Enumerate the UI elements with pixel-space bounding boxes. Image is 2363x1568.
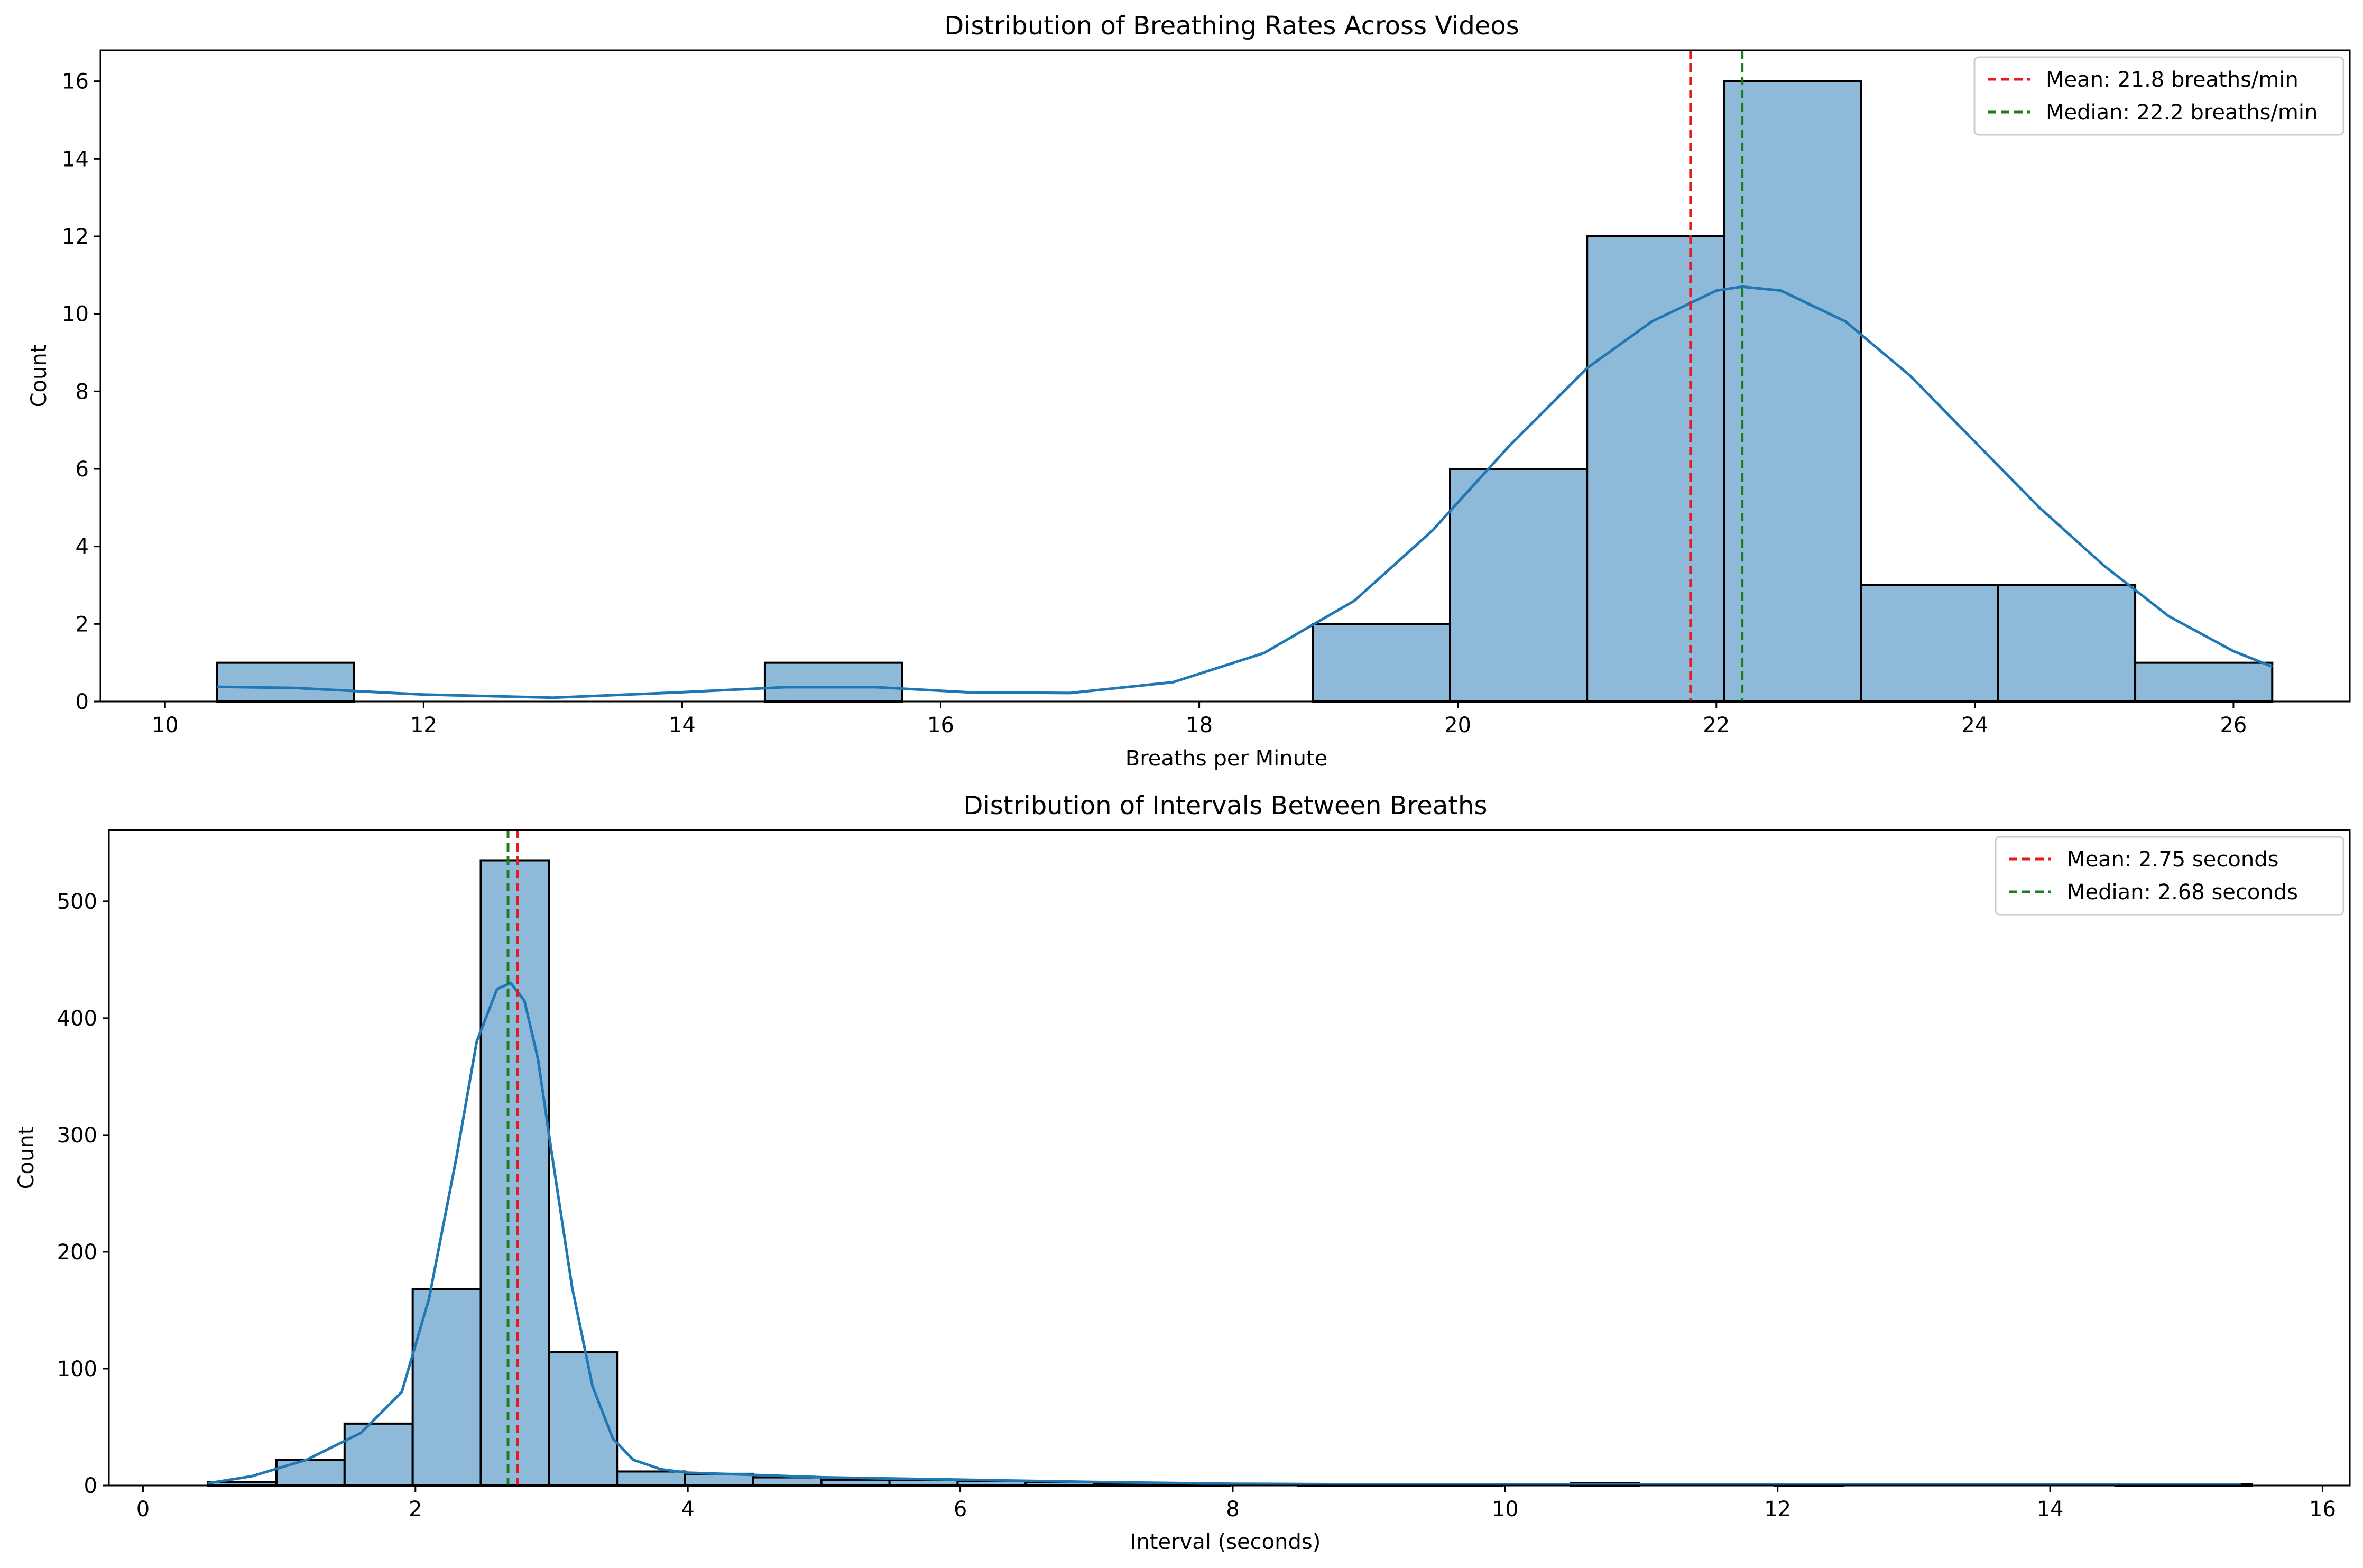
x-tick-label: 0 [136,1497,150,1521]
histogram-bar [1723,80,1862,703]
y-tick-label: 500 [57,890,97,914]
histogram-bar [216,661,355,703]
y-tick-label: 300 [57,1123,97,1148]
reference-lines [506,830,519,1486]
y-tick-label: 0 [76,690,89,714]
y-tick-label: 12 [62,225,89,249]
y-tick-label: 200 [57,1240,97,1265]
x-tick-label: 14 [669,713,696,737]
legend-mean-label: Mean: 21.8 breaths/min [2046,68,2299,92]
histogram-bar [2134,661,2274,703]
x-axis-label: Interval (seconds) [1130,1530,1321,1554]
x-tick-label: 18 [1186,713,1213,737]
histogram-bar [548,1351,619,1487]
y-tick-label: 16 [62,70,89,94]
y-tick-label: 2 [76,612,89,637]
histogram-bar [616,1470,687,1487]
y-tick-label: 14 [62,147,89,171]
x-tick-label: 8 [1226,1497,1239,1521]
histogram-bar [1860,584,1999,703]
x-tick-label: 2 [409,1497,422,1521]
x-tick-label: 16 [2309,1497,2336,1521]
histogram-bar [1997,584,2137,703]
chart-title: Distribution of Intervals Between Breath… [964,791,1488,820]
x-tick-label: 12 [410,713,437,737]
x-tick-label: 14 [2037,1497,2064,1521]
legend-box [1973,56,2344,136]
kde-curve-group [217,285,2273,699]
chart-title: Distribution of Breathing Rates Across V… [944,11,1519,41]
y-tick-label: 10 [62,302,89,327]
kde-curve [217,285,2273,699]
x-tick-label: 6 [954,1497,967,1521]
y-axis-label: Count [27,345,51,408]
x-tick-label: 26 [2220,713,2247,737]
histogram-bar [411,1288,482,1487]
x-tick-label: 4 [681,1497,694,1521]
y-axis-ticks: 0 100 200 300 400 500 [57,890,109,1498]
y-tick-label: 0 [84,1474,97,1498]
y-tick-label: 8 [76,380,89,404]
histogram-bar [343,1422,414,1487]
reference-lines [1689,50,1744,702]
breathing-rate-chart: Distribution of Breathing Rates Across V… [27,11,2351,771]
y-tick-label: 6 [76,457,89,482]
legend-median-label: Median: 22.2 breaths/min [2046,100,2318,125]
legend-box [1995,836,2344,916]
y-tick-label: 100 [57,1357,97,1381]
legend: Mean: 2.75 seconds Median: 2.68 seconds [1995,836,2344,916]
x-tick-label: 20 [1444,713,1471,737]
x-tick-label: 10 [1492,1497,1519,1521]
x-axis-label: Breaths per Minute [1125,746,1328,771]
x-tick-label: 24 [1961,713,1988,737]
y-tick-label: 4 [76,535,89,559]
x-tick-label: 10 [152,713,179,737]
histogram-bar [275,1459,346,1487]
kde-curve [208,981,2241,1486]
histogram-bar [1586,235,1725,703]
y-axis-ticks: 0 2 4 6 8 10 12 14 16 [62,70,100,714]
legend: Mean: 21.8 breaths/min Median: 22.2 brea… [1973,56,2344,136]
legend-median-label: Median: 2.68 seconds [2067,880,2298,905]
y-tick-label: 400 [57,1007,97,1031]
x-axis-ticks: 0 2 4 6 8 10 12 14 16 [136,1486,2336,1521]
kde-curve-group [208,981,2241,1486]
histogram-bar [479,859,550,1487]
y-axis-label: Count [14,1127,39,1189]
legend-mean-label: Mean: 2.75 seconds [2067,847,2278,872]
x-tick-label: 16 [927,713,954,737]
histogram-bar [752,1476,823,1487]
histogram-bar [1449,468,1589,703]
histogram-bar [820,1478,891,1487]
breath-interval-chart: Distribution of Intervals Between Breath… [14,791,2351,1554]
x-tick-label: 12 [1764,1497,1791,1521]
plot-frame [99,49,2351,703]
x-tick-label: 22 [1703,713,1730,737]
x-axis-ticks: 10 12 14 16 18 20 22 24 26 [152,702,2247,737]
histogram-bar [1312,623,1451,703]
plot-frame [108,829,2351,1487]
histogram-bars [216,80,2274,703]
histogram-bar [763,661,903,703]
